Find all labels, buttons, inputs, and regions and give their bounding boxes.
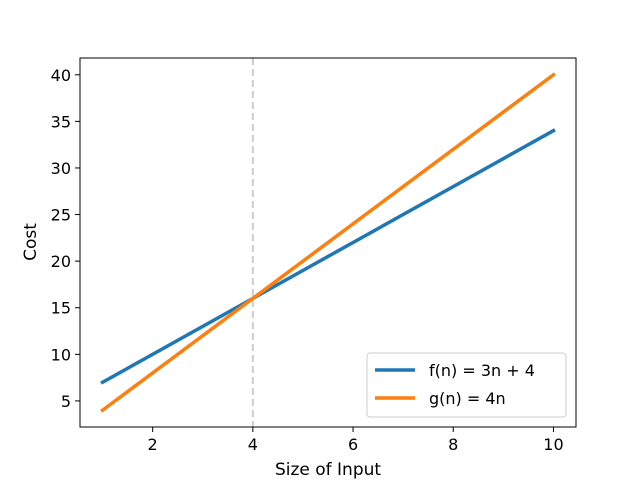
x-tick-label: 4	[248, 435, 258, 454]
legend-label: f(n) = 3n + 4	[429, 361, 535, 380]
legend-box	[366, 352, 567, 418]
legend-label: g(n) = 4n	[429, 389, 506, 408]
x-tick-label: 8	[448, 435, 458, 454]
x-axis-label: Size of Input	[275, 460, 381, 480]
y-tick-label: 30	[51, 159, 71, 178]
y-tick-label: 20	[51, 252, 71, 271]
x-tick-label: 2	[148, 435, 158, 454]
plot-area: 2 4 6 8 10 5 10 15 20 25 30 35 40	[51, 57, 577, 454]
y-tick-label: 15	[51, 299, 71, 318]
legend: f(n) = 3n + 4 g(n) = 4n	[366, 352, 567, 418]
series-line-1	[100, 72, 556, 413]
axes-frame	[79, 57, 577, 428]
y-tick-label: 5	[61, 392, 71, 411]
x-tick-label: 10	[543, 435, 563, 454]
y-tick-label: 35	[51, 112, 71, 131]
y-tick-label: 40	[51, 66, 71, 85]
x-tick-label: 6	[348, 435, 358, 454]
series-line-0	[100, 128, 556, 385]
y-tick-label: 10	[51, 345, 71, 364]
y-axis-label: Cost	[21, 223, 41, 261]
y-tick-label: 25	[51, 206, 71, 225]
